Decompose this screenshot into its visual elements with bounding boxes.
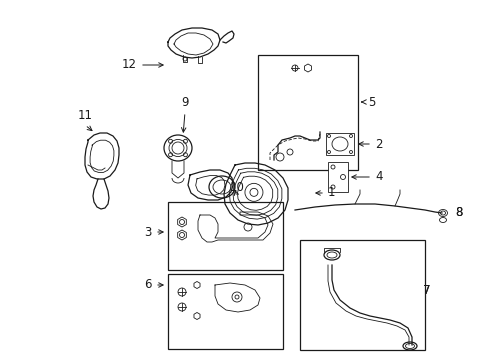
Text: 12: 12 bbox=[122, 58, 137, 72]
Bar bbox=[258, 55, 357, 170]
Text: 11: 11 bbox=[77, 109, 92, 122]
Text: 8: 8 bbox=[454, 207, 462, 220]
Bar bbox=[327, 162, 347, 192]
Text: 7: 7 bbox=[422, 284, 429, 297]
Bar bbox=[299, 240, 424, 350]
Text: 1: 1 bbox=[327, 186, 335, 199]
Text: 7: 7 bbox=[422, 284, 429, 297]
Text: 10: 10 bbox=[229, 181, 244, 194]
Text: 4: 4 bbox=[374, 171, 382, 184]
Bar bbox=[168, 202, 283, 270]
Text: 2: 2 bbox=[374, 138, 382, 150]
Text: 6: 6 bbox=[144, 279, 152, 292]
Text: 9: 9 bbox=[181, 96, 188, 109]
Bar bbox=[168, 274, 283, 349]
Text: 3: 3 bbox=[144, 225, 152, 238]
Bar bbox=[325, 133, 353, 155]
Text: 8: 8 bbox=[454, 207, 462, 220]
Text: 5: 5 bbox=[367, 95, 375, 108]
